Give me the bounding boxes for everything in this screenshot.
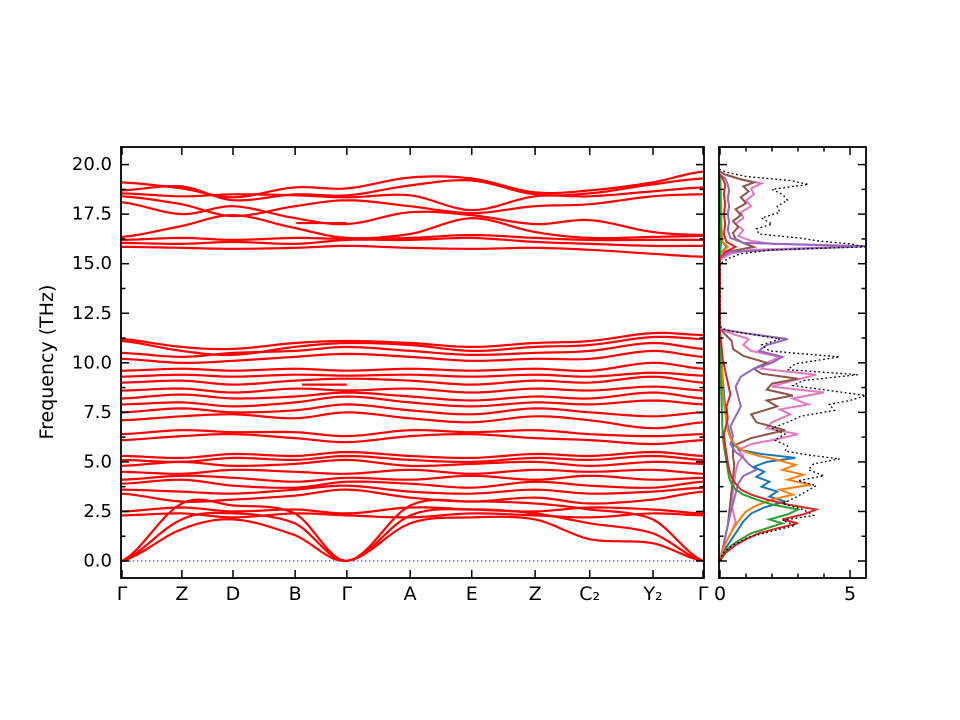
band-line [121,432,704,446]
y-tick-label: 2.5 [83,501,112,522]
symmetry-point-label: Y₂ [642,583,662,605]
symmetry-point-label: Z [529,583,542,605]
band-line [121,488,704,505]
symmetry-point-label: B [289,583,302,605]
y-tick-label: 10.0 [72,352,112,373]
dos-curves [719,168,866,562]
band-line [121,233,703,242]
band-line [121,411,704,430]
y-tick-label: 5.0 [83,451,112,472]
band-line [121,361,704,373]
band-line [121,428,704,438]
band-line [121,236,703,248]
dos-curve-pink [719,171,866,562]
symmetry-point-label: E [466,583,478,605]
dos-curve-total [719,168,866,562]
symmetry-point-label: A [404,583,417,605]
band-line [121,349,704,365]
band-lines [121,170,704,563]
band-line [121,331,704,351]
band-line [121,515,704,563]
band-line [121,335,704,357]
symmetry-point-label: C₂ [579,583,600,605]
band-line [121,512,704,519]
band-line [121,450,704,460]
band-line [121,484,704,495]
band-line [121,244,704,258]
band-line [121,170,704,199]
band-line [121,403,704,418]
band-line [121,177,704,202]
band-line [121,375,704,386]
band-line [121,498,704,563]
symmetry-point-label: Z [175,583,188,605]
symmetry-point-label: D [226,583,241,605]
band-line [121,454,704,464]
symmetry-point-label: Γ [698,583,709,605]
band-line [121,371,704,378]
y-axis-label: Frequency (THz) [36,284,58,440]
y-tick-label: 12.5 [72,303,112,324]
band-line [121,395,704,408]
y-tick-label: 20.0 [72,154,112,175]
band-line [121,478,704,489]
band-line [121,213,703,240]
band-line [121,474,704,483]
band-line [121,458,704,468]
symmetry-point-label: Γ [342,583,353,605]
y-tick-label: 0.0 [83,551,112,572]
band-line [121,468,704,475]
dos-curve-green [719,176,802,562]
dos-curve-orange [719,176,812,562]
dos-curve-red [719,173,820,562]
band-line [121,193,704,218]
dos-x-tick-label: 5 [844,583,856,605]
band-line [121,385,704,394]
dos-curve-purple [719,173,866,562]
band-line [121,201,704,237]
y-tick-label: 7.5 [83,402,112,423]
symmetry-point-label: Γ [117,583,128,605]
y-tick-label: 17.5 [72,204,112,225]
dos-x-tick-label: 0 [714,583,726,605]
band-line [121,506,704,515]
band-line [121,391,704,402]
dos-curve-brown [719,170,799,562]
band-line [121,508,704,563]
y-tick-label: 15.0 [72,253,112,274]
